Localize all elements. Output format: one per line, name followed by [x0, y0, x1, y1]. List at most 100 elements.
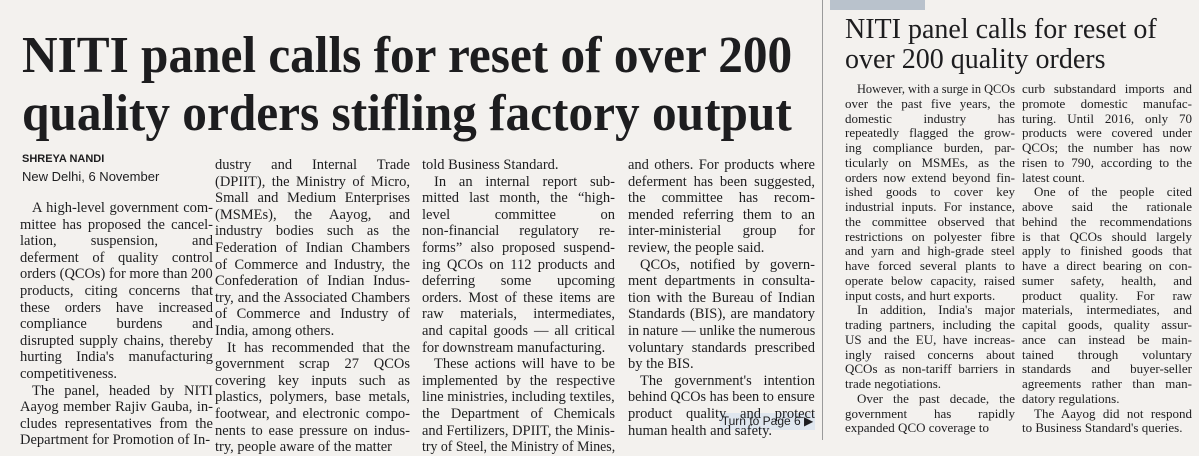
text-line: in nature — unlike the numerous [628, 323, 816, 339]
text-line: risen to 790, according to the [1022, 154, 1192, 170]
headline: over 200 quality orders [845, 44, 1106, 75]
text-line: nents to ease pressure on indus- [215, 422, 410, 439]
text-line: India, among others. [215, 323, 335, 339]
text-line: have a direct bearing on con- [1022, 258, 1192, 273]
headline: NITI panel calls for reset of over 200 [22, 27, 793, 84]
text-line: government scrap 27 QCOs [215, 356, 410, 373]
text-line: of Commerce and Industry of [215, 306, 410, 323]
text-line: deferring some upcoming [422, 273, 615, 290]
text-line: over the past five years, the [845, 95, 1015, 111]
text-line: and others. For products where [628, 157, 815, 173]
text-line: promote domestic manufac- [1022, 95, 1192, 111]
text-line: for downstream manufacturing. [422, 339, 606, 356]
turn-to: Turn to Page 6 ▶ [720, 413, 815, 430]
text-line: try, people aware of the matter [215, 439, 393, 456]
text-line: QCOs, notified by govern- [640, 256, 815, 273]
text-line: try, and the Associated Chambers [215, 289, 410, 306]
text-line: behind the recommendations [1022, 213, 1192, 229]
text-line: told Business Standard. [422, 157, 559, 173]
text-line: Department for Promotion of In- [20, 432, 211, 449]
text-line: turing. Until 2016, only 70 [1022, 110, 1192, 126]
text-line: is that QCOs should largely [1022, 228, 1192, 244]
text-line: ing QCOs on 112 products and [422, 256, 615, 273]
text-line: trading partners, including the [845, 317, 1015, 332]
headline: quality orders stifling factory output [22, 85, 792, 142]
text-line: competitiveness. [20, 366, 118, 382]
text-line: materials, intermediates, and [1022, 302, 1192, 318]
text-line: QCOs as non-tariff barriers in [845, 361, 1015, 377]
text-line: product quality. For raw [1022, 287, 1192, 303]
tag-bar [830, 0, 925, 10]
text-line: standards and buyer-seller [1022, 361, 1192, 377]
text-line: human health and safety. [628, 422, 773, 439]
text-line: One of the people cited [1034, 184, 1192, 200]
text-line: The panel, headed by NITI [32, 382, 213, 399]
text-line: review, the people said. [628, 240, 765, 256]
text-line: ticularly on MSMEs, as the [845, 154, 1015, 170]
page: NITI panel calls for reset of over 200 q… [20, 0, 1192, 456]
text-line: mended referring them to an [628, 206, 815, 223]
turn-to-text: Turn to Page 6 [721, 414, 801, 428]
text-line: compliance burdens and [20, 316, 213, 333]
text-line: agreements rather than man- [1022, 376, 1192, 391]
text-line: the Department of Chemicals [422, 406, 615, 422]
text-line: trade negotiations. [845, 376, 942, 391]
text-line: repeatedly flagged the grow- [845, 125, 1015, 141]
text-line: Small and Medium Enterprises [215, 190, 410, 207]
text-line: mitted last month, the “high- [422, 190, 615, 207]
text-line: In an internal report sub- [434, 173, 615, 190]
text-line: the committee has recom- [628, 190, 815, 207]
text-line: The government's intention [640, 372, 815, 389]
text-line: plastics, polymers, base metals, [215, 389, 410, 406]
text-line: dustry and Internal Trade [215, 157, 410, 173]
text-line: Over the past decade, the [857, 390, 1015, 406]
text-line: forms” also proposed suspend- [422, 240, 615, 256]
divider [822, 0, 823, 440]
text-line: the committee observed that [845, 213, 1015, 229]
text-line: sumer safety, health, and [1022, 272, 1192, 288]
text-line: to Business Standard's queries. [1022, 420, 1183, 436]
text-line: deferment of quality control [20, 249, 213, 266]
text-line: ing compliance burden, par- [845, 140, 1015, 155]
text-line: lation, suspension, and [20, 233, 213, 250]
text-line: non-financial regulatory re- [422, 223, 615, 240]
text-line: raw materials, intermediates, [422, 306, 615, 323]
text-line: above said the rationale [1022, 199, 1192, 214]
text-line: It has recommended that the [227, 339, 410, 356]
text-line: ance can instead be main- [1022, 331, 1192, 347]
text-line: orders now extend beyond fin- [845, 169, 1015, 185]
text-line: expanded QCO coverage to [845, 420, 990, 436]
text-line: A high-level government com- [32, 200, 213, 216]
text-line: orders (QCOs) for more than 200 [20, 266, 213, 283]
text-line: curb substandard imports and [1022, 81, 1192, 96]
text-line: latest count. [1022, 169, 1085, 185]
text-line: tion with the Bureau of Indian [628, 289, 815, 306]
text-line: mittee has proposed the cancel- [20, 216, 213, 233]
dateline: New Delhi, 6 November [22, 169, 160, 184]
text-line: Aayog member Rajiv Gauba, in- [20, 399, 213, 416]
text-line: These actions will have to be [434, 356, 615, 373]
byline: SHREYA NANDI [22, 153, 105, 165]
text-line: and yarn and high-grade steel [845, 243, 1015, 259]
text-line: covering key inputs such as [215, 372, 410, 389]
text-line: input costs, and hurt exports. [845, 287, 996, 303]
text-line: deferment has been suggested, [628, 173, 815, 190]
text-line: government has rapidly [845, 405, 1015, 421]
text-line: US and the EU, have increas- [845, 331, 1015, 347]
text-line: products, citing concerns that [20, 283, 213, 299]
headline: NITI panel calls for reset of [845, 14, 1157, 45]
text-line: QCOs; the number has now [1022, 140, 1192, 155]
text-line: (DPIIT), the Ministry of Micro, [215, 173, 410, 190]
text-line: domestic industry has [845, 110, 1015, 126]
text-line: tained through voluntary [1022, 346, 1192, 362]
text-line: Federation of Indian Chambers [215, 240, 410, 256]
text-line: Standards (BIS), are mandatory [628, 306, 815, 323]
text-line: these orders have increased [20, 299, 213, 316]
text-line: products were covered under [1022, 125, 1192, 141]
text-line: However, with a surge in QCOs [857, 81, 1016, 96]
text-line: ingly raised concerns about [845, 346, 1015, 362]
text-line: and capital goods — all critical [422, 323, 615, 339]
text-line: product quality and protect [628, 406, 815, 422]
text-line: line ministries, including textiles, [422, 389, 615, 406]
text-line: datory regulations. [1022, 390, 1120, 406]
